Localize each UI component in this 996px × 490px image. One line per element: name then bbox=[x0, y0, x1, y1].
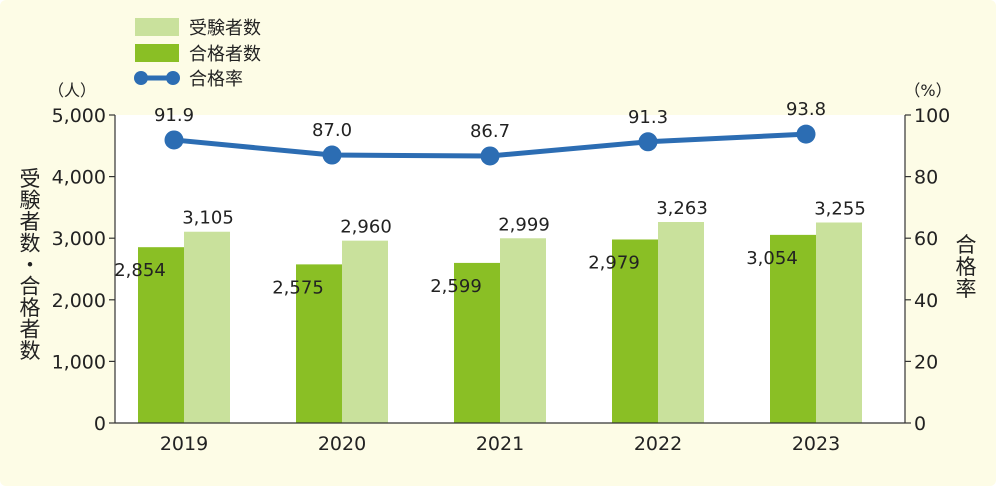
rate-point-2020 bbox=[322, 145, 342, 165]
label-passers-2022: 2,979 bbox=[588, 252, 640, 273]
legend-marker-rate bbox=[134, 71, 148, 85]
legend-swatch-passers bbox=[135, 44, 179, 62]
bar-examinees-2020 bbox=[342, 240, 388, 423]
bar-examinees-2022 bbox=[658, 221, 704, 423]
right-axis-title: 合格率 bbox=[956, 233, 977, 301]
legend-label-rate: 合格率 bbox=[189, 69, 243, 90]
label-examinees-2020: 2,960 bbox=[340, 217, 392, 238]
left-tick-label: 0 bbox=[94, 413, 106, 435]
rate-point-2019 bbox=[164, 130, 184, 150]
rate-label-2020: 87.0 bbox=[312, 120, 352, 141]
bar-passers-2021 bbox=[454, 262, 500, 423]
left-axis-title: 受験者数・合格者数 bbox=[20, 167, 41, 363]
rate-label-2022: 91.3 bbox=[628, 107, 668, 128]
right-tick-label: 20 bbox=[914, 351, 938, 373]
right-tick-label: 100 bbox=[914, 105, 950, 127]
right-tick-label: 60 bbox=[914, 228, 938, 250]
legend-swatch-examinees bbox=[135, 18, 179, 36]
left-unit-label: （人） bbox=[48, 81, 96, 100]
label-passers-2019: 2,854 bbox=[114, 260, 166, 281]
bar-passers-2022 bbox=[612, 239, 658, 423]
legend-label-examinees: 受験者数 bbox=[189, 18, 261, 39]
x-tick-label: 2022 bbox=[634, 433, 682, 455]
legend-label-passers: 合格者数 bbox=[189, 44, 261, 65]
rate-label-2019: 91.9 bbox=[154, 105, 194, 126]
right-tick-label: 40 bbox=[914, 290, 938, 312]
label-passers-2021: 2,599 bbox=[430, 276, 482, 297]
x-tick-label: 2020 bbox=[318, 433, 366, 455]
bar-passers-2023 bbox=[770, 234, 816, 423]
rate-point-2021 bbox=[480, 146, 500, 166]
right-tick-label: 0 bbox=[914, 413, 926, 435]
right-unit-label: （%） bbox=[904, 81, 951, 100]
left-tick-label: 4,000 bbox=[52, 167, 106, 189]
label-examinees-2022: 3,263 bbox=[656, 198, 708, 219]
label-examinees-2021: 2,999 bbox=[498, 214, 550, 235]
label-examinees-2019: 3,105 bbox=[182, 208, 234, 229]
rate-point-2022 bbox=[638, 132, 658, 152]
left-tick-label: 2,000 bbox=[52, 290, 106, 312]
bar-passers-2020 bbox=[296, 264, 342, 423]
rate-label-2023: 93.8 bbox=[786, 99, 826, 120]
rate-point-2023 bbox=[796, 124, 816, 144]
left-tick-label: 1,000 bbox=[52, 351, 106, 373]
label-passers-2020: 2,575 bbox=[272, 277, 324, 298]
x-tick-label: 2023 bbox=[792, 433, 840, 455]
bar-passers-2019 bbox=[138, 247, 184, 423]
x-tick-label: 2019 bbox=[160, 433, 208, 455]
bar-examinees-2019 bbox=[184, 231, 230, 423]
legend-marker-rate bbox=[166, 71, 180, 85]
right-tick-label: 80 bbox=[914, 167, 938, 189]
bar-examinees-2021 bbox=[500, 238, 546, 423]
rate-label-2021: 86.7 bbox=[470, 121, 510, 142]
x-tick-label: 2021 bbox=[476, 433, 524, 455]
bar-examinees-2023 bbox=[816, 222, 862, 423]
label-examinees-2023: 3,255 bbox=[814, 198, 866, 219]
left-tick-label: 3,000 bbox=[52, 228, 106, 250]
label-passers-2023: 3,054 bbox=[746, 248, 798, 269]
left-tick-label: 5,000 bbox=[52, 105, 106, 127]
